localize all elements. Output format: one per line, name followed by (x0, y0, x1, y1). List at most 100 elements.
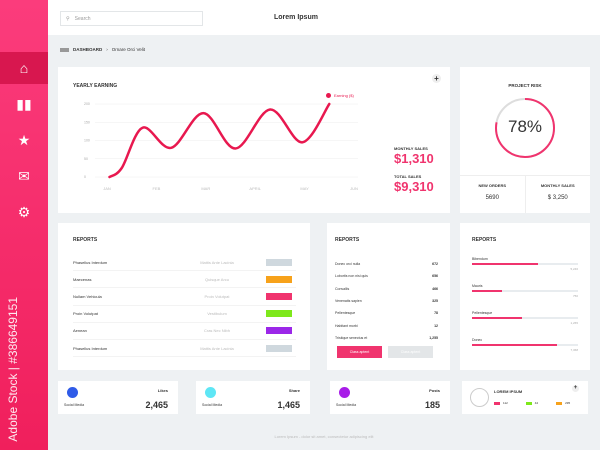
chart-title: YEARLY EARNING (73, 83, 118, 89)
row-name: Venenatis sapien (335, 299, 362, 304)
y-tick-label: 200 (84, 102, 90, 106)
row-name: Convallis (335, 286, 350, 291)
add-button[interactable]: + (432, 74, 441, 83)
list-item: Pellentesque 78 (335, 307, 438, 319)
y-tick-label: 100 (84, 139, 90, 143)
breadcrumb: DASHBOARD › Ornare Orci Velit (60, 47, 145, 52)
progress-value: 5,246 (570, 267, 578, 271)
stat-label: Share (288, 388, 300, 393)
row-value: 466 (432, 286, 438, 291)
list-item: Donec orci nulla 672 (335, 258, 438, 270)
row-name: Pellentesque (335, 311, 356, 316)
sidebar-item-favorites[interactable]: ★ (0, 124, 48, 156)
sidebar-item-mail[interactable]: ✉ (0, 160, 48, 192)
stat-label: Likes (157, 388, 168, 393)
stat-dot-icon (205, 387, 216, 398)
status-badge[interactable] (266, 275, 292, 283)
list-item: Convallis 466 (335, 283, 438, 295)
row-name: Phasellus Interdum (73, 259, 108, 265)
row-desc: Vestibulum (207, 311, 227, 317)
search-input[interactable]: ⚲ Search (60, 11, 203, 26)
progress-bar (472, 290, 578, 292)
legend-swatch (556, 401, 563, 405)
risk-gauge (495, 98, 555, 158)
status-badge[interactable] (266, 310, 292, 318)
reports-title: REPORTS (472, 237, 497, 243)
row-name: Maecenas (73, 276, 92, 282)
class-aptent-primary-button[interactable]: Class aptent (337, 346, 382, 358)
row-desc: Cras Nec Nibh (203, 328, 230, 334)
stat-card-posts: Posts Social Media 185 (330, 381, 450, 414)
stat-sub: Social Media (202, 403, 223, 407)
sidebar-item-stats[interactable]: ▮▮ (0, 88, 48, 120)
watermark: Adobe Stock | #386649151 (6, 297, 20, 442)
progress-value: 750 (572, 294, 578, 298)
list-item: Habitant morbi 12 (335, 319, 438, 331)
row-name: Lobortis non nisi quis (335, 274, 368, 279)
x-tick-label: JUN (350, 186, 358, 191)
sidebar: ⌂ ▮▮ ★ ✉ ⚙ Adobe Stock | #386649151 (0, 0, 48, 450)
class-aptent-secondary-button[interactable]: Class aptent (388, 346, 433, 358)
y-tick-label: 50 (84, 157, 88, 161)
list-item: Venenatis sapien 325 (335, 295, 438, 307)
bar-chart-icon: ▮▮ (16, 95, 32, 112)
progress-bar (472, 344, 578, 346)
row-desc: Quisque Arcu (204, 276, 229, 282)
progress-label: Donec (472, 338, 483, 342)
legend-item: 112 (494, 401, 508, 405)
table-row: Phasellus Interdum Mattis Ante Lacinia (73, 340, 296, 358)
progress-bar (472, 263, 578, 265)
new-orders-value: 5690 (485, 195, 499, 201)
search-icon: ⚲ (66, 15, 70, 22)
x-tick-label: MAR (201, 186, 210, 191)
earning-chart: 200 150 100 50 0 JAN FEB MAR APRIL MAY JUN (84, 102, 358, 191)
total-sales-label: TOTAL SALES (394, 174, 422, 179)
stat-value: 185 (424, 400, 440, 410)
table-row: Proin Volutpat Vestibulum (73, 306, 296, 323)
monthly-sales-label: MONTHLY SALES (394, 146, 428, 151)
menu-icon[interactable] (60, 47, 69, 52)
sidebar-item-home[interactable]: ⌂ (0, 52, 48, 84)
add-button[interactable]: + (572, 385, 579, 392)
status-badge[interactable] (266, 258, 292, 266)
stat-sub: Social Media (336, 403, 357, 407)
y-tick-label: 0 (84, 175, 86, 179)
status-badge[interactable] (266, 327, 292, 335)
stat-card-likes: Likes Social Media 2,465 (58, 381, 178, 414)
row-value: 325 (432, 299, 438, 304)
legend-swatch (494, 401, 500, 405)
x-tick-label: FEB (153, 186, 161, 191)
stat-label: Posts (429, 388, 440, 393)
risk-title: PROJECT RISK (508, 83, 542, 88)
row-name: Tristique senectus et (335, 335, 368, 340)
legend-item: 295 (556, 401, 570, 405)
table-row: Aenean Cras Nec Nibh (73, 323, 296, 340)
status-badge[interactable] (266, 292, 292, 300)
app-title: Lorem Ipsum (274, 14, 318, 21)
sidebar-item-settings[interactable]: ⚙ (0, 196, 48, 228)
legend-value: 112 (503, 401, 508, 405)
breadcrumb-root[interactable]: DASHBOARD (73, 47, 103, 52)
gears-icon: ⚙ (17, 203, 31, 220)
row-desc: Proin Volutpat (204, 293, 230, 299)
row-name: Phasellus Interdum (73, 345, 108, 351)
stat-dot-icon (67, 387, 78, 398)
status-badge[interactable] (266, 344, 292, 352)
reports-card-1: REPORTS Phasellus Interdum Mattis Ante La… (58, 223, 310, 370)
list-item: Lobortis non nisi quis 656 (335, 270, 438, 282)
earning-line (108, 102, 331, 179)
progress-fill (472, 317, 522, 319)
row-name: Habitant morbi (335, 323, 358, 328)
reports-title: REPORTS (335, 237, 360, 243)
legend-swatch (525, 401, 532, 405)
table-row: Maecenas Quisque Arcu (73, 271, 296, 289)
row-name: Nullam Vehicula (73, 293, 102, 299)
lorem-title: LOREM IPSUM (494, 389, 523, 394)
lorem-card: LOREM IPSUM + 112 42 295 (462, 381, 588, 414)
topbar: ⚲ Search Lorem Ipsum (48, 0, 600, 35)
x-tick-label: MAY (300, 186, 309, 191)
row-value: 12 (434, 323, 438, 328)
earning-card: YEARLY EARNING + Earning ($) 200 150 100 50… (58, 67, 450, 213)
home-icon: ⌂ (19, 60, 29, 76)
legend-item: 42 (525, 401, 538, 405)
